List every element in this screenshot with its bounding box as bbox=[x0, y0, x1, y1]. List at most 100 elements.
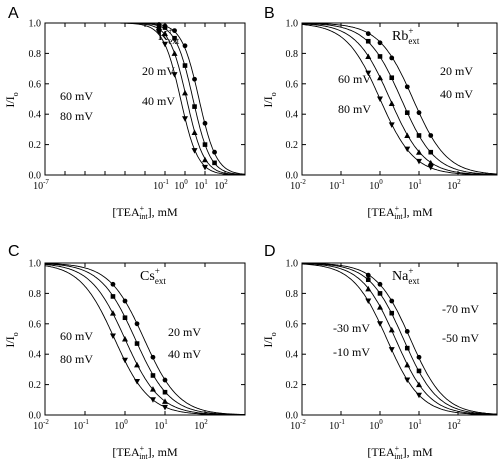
data-point bbox=[404, 146, 411, 153]
plot-frame bbox=[44, 262, 246, 416]
data-point bbox=[202, 120, 208, 126]
data-point bbox=[122, 357, 128, 364]
x-tick-label: 10-2 bbox=[290, 418, 306, 432]
data-point bbox=[427, 159, 434, 166]
data-point bbox=[365, 53, 372, 59]
y-tick-label: 0.4 bbox=[29, 350, 42, 361]
x-axis-label: [TEA+ int], mM bbox=[367, 444, 433, 461]
series-label: -70 mV bbox=[442, 302, 479, 316]
y-axis-label: I/Io bbox=[3, 332, 20, 347]
y-tick-label: 0.6 bbox=[29, 79, 42, 90]
ion-label: Rb+ ext bbox=[392, 26, 420, 46]
x-tick-label: 100 bbox=[369, 178, 383, 192]
data-point bbox=[389, 298, 395, 304]
x-tick-label: 100 bbox=[114, 418, 128, 432]
y-tick-label: 0.6 bbox=[286, 79, 299, 90]
series-label: -50 mV bbox=[442, 331, 479, 345]
fit-curve bbox=[45, 263, 245, 415]
y-tick-label: 1.0 bbox=[286, 259, 299, 270]
data-point bbox=[389, 310, 395, 316]
fit-curve bbox=[44, 265, 245, 416]
series-label: 20 mV bbox=[142, 64, 175, 78]
data-point bbox=[134, 341, 140, 346]
data-point bbox=[365, 298, 372, 304]
data-point bbox=[377, 321, 383, 327]
data-point bbox=[377, 54, 383, 59]
series-label: 80 mV bbox=[338, 102, 371, 116]
series-label: 80 mV bbox=[60, 109, 93, 123]
series-label: 40 mV bbox=[168, 347, 201, 361]
data-point bbox=[155, 29, 162, 36]
data-point bbox=[377, 74, 383, 81]
data-point bbox=[182, 63, 188, 68]
x-tick-label: 101 bbox=[408, 418, 422, 432]
data-point bbox=[388, 326, 395, 333]
data-point bbox=[202, 142, 208, 147]
x-tick-label: 10-1 bbox=[329, 178, 345, 192]
data-point bbox=[416, 392, 422, 399]
x-tick-label: 102 bbox=[447, 418, 461, 432]
data-point bbox=[109, 310, 116, 316]
y-tick-label: 0.8 bbox=[29, 289, 42, 300]
series-label: 80 mV bbox=[60, 352, 93, 366]
y-tick-label: 0.2 bbox=[29, 140, 42, 151]
data-point bbox=[150, 354, 156, 360]
plot-frame bbox=[301, 262, 498, 416]
y-tick-label: 0.8 bbox=[286, 49, 299, 60]
series-label: 20 mV bbox=[440, 64, 473, 78]
y-tick-label: 0.0 bbox=[29, 411, 42, 422]
data-point bbox=[416, 149, 422, 155]
fit-curve bbox=[44, 263, 245, 416]
data-point bbox=[150, 373, 156, 378]
data-point bbox=[109, 333, 116, 339]
data-point bbox=[162, 377, 168, 383]
data-point bbox=[377, 40, 383, 46]
ion-label: K+ ext bbox=[158, 26, 180, 46]
y-tick-label: 0.4 bbox=[29, 110, 42, 121]
data-point bbox=[212, 160, 217, 166]
data-point bbox=[416, 368, 422, 374]
y-tick-label: 0.2 bbox=[286, 140, 299, 151]
data-point bbox=[377, 304, 383, 310]
y-tick-label: 1.0 bbox=[286, 19, 299, 30]
series-label: 40 mV bbox=[440, 87, 473, 101]
x-tick-label: 10-2 bbox=[290, 178, 306, 192]
data-point bbox=[404, 110, 410, 115]
y-axis-label: I/Io bbox=[261, 332, 278, 347]
data-point bbox=[365, 285, 372, 292]
data-point bbox=[416, 354, 422, 360]
y-axis-label: I/Io bbox=[3, 92, 20, 107]
data-point bbox=[388, 347, 395, 353]
data-point bbox=[416, 110, 422, 116]
data-point bbox=[365, 272, 371, 278]
series-label: -10 mV bbox=[333, 345, 370, 359]
x-tick-label: 102 bbox=[214, 178, 228, 192]
data-point bbox=[172, 35, 177, 41]
data-point bbox=[416, 133, 422, 138]
data-point bbox=[155, 24, 162, 31]
x-tick-label: 10-7 bbox=[33, 178, 49, 192]
data-point bbox=[389, 75, 395, 81]
y-axis-label: I/Io bbox=[261, 92, 278, 107]
data-point bbox=[192, 104, 197, 109]
y-tick-label: 0.0 bbox=[286, 171, 299, 182]
data-point bbox=[149, 386, 156, 392]
data-point bbox=[365, 70, 372, 77]
data-point bbox=[182, 43, 188, 49]
data-point bbox=[172, 28, 177, 33]
series-label: 40 mV bbox=[142, 94, 175, 108]
y-tick-label: 1.0 bbox=[29, 259, 42, 270]
data-point bbox=[428, 133, 434, 138]
data-point bbox=[134, 321, 140, 327]
x-tick-label: 102 bbox=[447, 178, 461, 192]
data-point bbox=[191, 129, 198, 135]
fit-curve bbox=[301, 263, 497, 416]
x-axis-label: [TEA+ int], mM bbox=[112, 204, 178, 221]
data-point bbox=[149, 397, 156, 403]
panel-C: C 0.0 0.2 0.4 0.6 0.8 1.0 10-2 10-1 100 101 102 [TEA… bbox=[3, 243, 246, 461]
fit-curve bbox=[302, 262, 498, 415]
panel-D: D 0.0 0.2 0.4 0.6 0.8 1.0 10-2 10-1 100 101 102 [TEA… bbox=[261, 243, 498, 461]
fit-curve bbox=[301, 263, 497, 416]
series-label: 60 mV bbox=[60, 329, 93, 343]
